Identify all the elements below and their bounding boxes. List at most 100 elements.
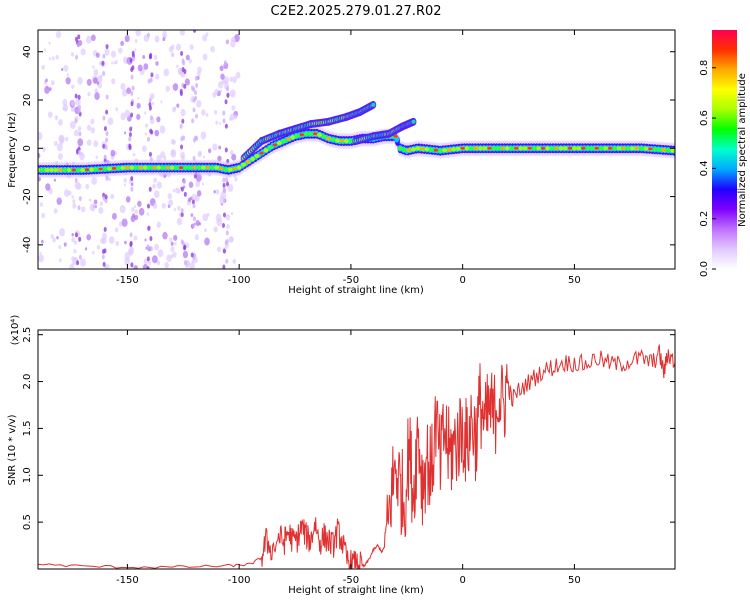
noise-blob (160, 100, 163, 104)
noise-blob (137, 96, 140, 100)
ridge-peak (567, 146, 573, 150)
noise-blob (227, 183, 234, 192)
ridge-core (348, 139, 354, 144)
noise-blob (185, 54, 190, 61)
noise-blob (134, 38, 138, 43)
noise-blob (80, 258, 86, 267)
noise-blob (48, 87, 52, 91)
spectrogram-x-label: Height of straight line (km) (288, 285, 424, 296)
noise-blob (85, 183, 90, 190)
ridge-core (48, 168, 54, 173)
colorbar-tick-label: 0.4 (699, 160, 710, 176)
noise-blob (41, 64, 46, 70)
noise-blob (128, 145, 132, 151)
noise-blob (124, 257, 131, 266)
ridge-core (156, 165, 162, 170)
noise-blob (144, 111, 147, 115)
noise-blob (50, 234, 54, 239)
noise-blob (222, 177, 226, 183)
noise-blob (225, 213, 231, 221)
noise-blob (194, 113, 198, 119)
ridge-peak (152, 166, 157, 170)
y-tick-label: 2.0 (22, 374, 33, 390)
noise-blob (62, 107, 65, 110)
ridge-core (638, 146, 644, 151)
ridge-peak (205, 166, 211, 170)
noise-blob (63, 64, 69, 72)
y-tick-label: 1.0 (22, 467, 33, 483)
noise-blob (71, 237, 76, 243)
noise-blob (92, 65, 95, 69)
noise-blob (172, 106, 177, 113)
noise-blob (53, 178, 56, 182)
ridge-peak (393, 134, 398, 138)
noise-blob (45, 183, 51, 191)
noise-blob (74, 93, 78, 99)
noise-blob (60, 137, 64, 141)
noise-blob (41, 212, 46, 219)
ridge-core (214, 165, 220, 170)
ridge-peak (219, 167, 224, 171)
spectrogram-panel: -150 -100 -50 0 50 -40 -20 0 20 40 Height of str… (7, 29, 676, 296)
ridge-core (424, 147, 430, 152)
noise-blob (223, 76, 229, 85)
noise-blob (86, 124, 92, 131)
noise-blob (111, 78, 116, 85)
noise-blob (173, 234, 178, 241)
noise-blob (101, 232, 107, 240)
y-tick-label: 2.5 (22, 327, 33, 343)
noise-blob (40, 239, 44, 244)
noise-blob (114, 60, 118, 65)
noise-blob (70, 106, 75, 112)
noise-blob (190, 252, 194, 258)
noise-blob (131, 85, 135, 91)
noise-blob (94, 88, 99, 94)
noise-blob (188, 58, 192, 64)
noise-blob (222, 212, 226, 218)
noise-blob (130, 186, 134, 192)
noise-blob (176, 64, 179, 68)
noise-blob (230, 211, 234, 216)
noise-blob (101, 254, 105, 260)
noise-blob (103, 227, 107, 233)
noise-blob (223, 60, 227, 66)
ridge-core (66, 168, 72, 173)
ridge-core (482, 146, 488, 151)
noise-blob (168, 46, 174, 53)
noise-blob (153, 54, 158, 60)
noise-blob (147, 260, 151, 266)
noise-blob (107, 117, 114, 126)
noise-blob (195, 180, 201, 188)
ridge-core (187, 165, 193, 170)
ridge-core (38, 168, 41, 173)
ridge-core (276, 140, 282, 145)
ridge-peak (84, 168, 90, 172)
noise-blob (75, 54, 79, 60)
noise-blob (149, 92, 155, 100)
ridge-core (263, 148, 269, 153)
colorbar-tick-label: 0.8 (699, 60, 710, 76)
noise-blob (73, 240, 77, 245)
noise-blob (182, 60, 186, 66)
noise-blob (192, 97, 196, 103)
ridge-core (236, 165, 242, 170)
noise-blob (215, 189, 220, 195)
noise-blob (135, 30, 141, 37)
noise-blob (167, 192, 173, 200)
noise-blob (102, 143, 106, 149)
noise-blob (77, 34, 81, 40)
noise-blob (123, 178, 127, 183)
noise-blob (219, 65, 224, 72)
noise-blob (52, 237, 56, 243)
noise-blob (162, 37, 166, 42)
noise-blob (103, 126, 107, 132)
noise-blob (128, 248, 133, 256)
noise-blob (220, 89, 223, 93)
noise-blob (128, 136, 132, 142)
noise-blob (66, 73, 70, 77)
ridge-core (241, 162, 247, 167)
ridge-core (196, 165, 202, 170)
noise-blob (58, 119, 63, 126)
noise-blob (110, 50, 117, 58)
noise-blob (96, 81, 100, 85)
